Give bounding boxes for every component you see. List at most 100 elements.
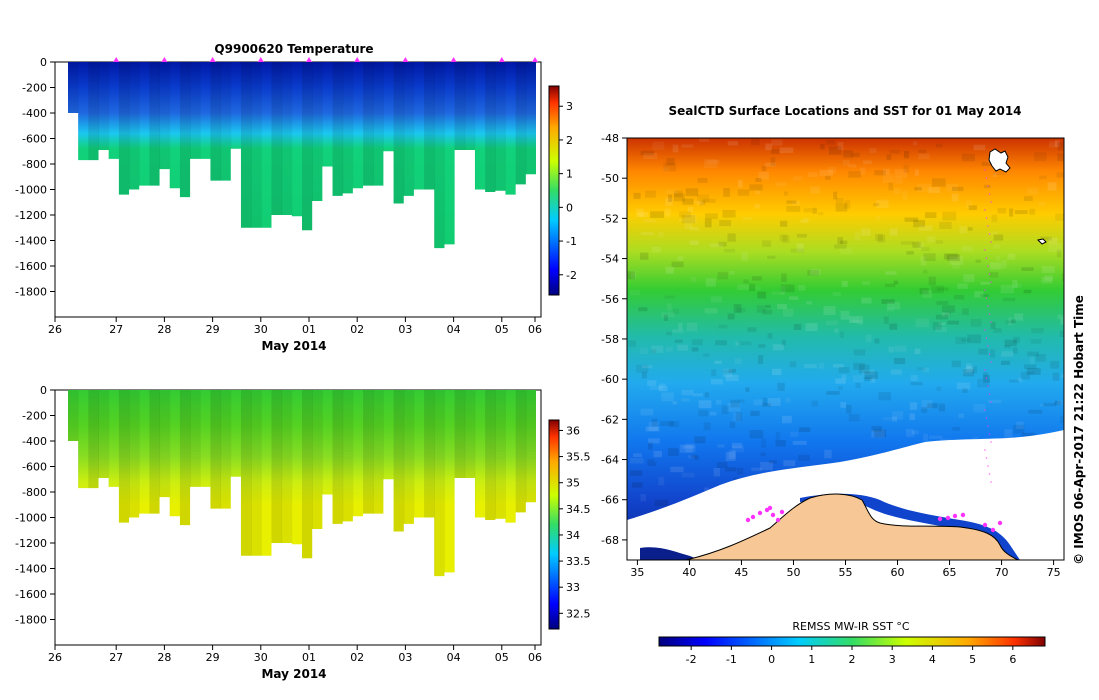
profile-column (312, 62, 323, 249)
sst-texture (755, 177, 762, 182)
sst-texture (824, 175, 831, 180)
sst-texture (755, 190, 761, 195)
x-tick-label: 27 (109, 651, 123, 664)
x-tick-label: 02 (350, 651, 364, 664)
profile-column (271, 390, 283, 577)
sst-texture (902, 190, 908, 200)
sst-texture (997, 208, 1006, 214)
sst-texture (1035, 354, 1046, 362)
sst-texture (861, 297, 872, 304)
sst-texture (762, 309, 773, 315)
sst-texture (1014, 210, 1028, 215)
sst-texture (718, 324, 728, 329)
sst-texture (727, 313, 735, 320)
profile-column (159, 62, 171, 249)
sst-texture (709, 411, 717, 416)
sst-texture (881, 299, 895, 304)
sst-texture (728, 450, 736, 459)
profile-marker (532, 57, 538, 62)
sst-texture (842, 159, 850, 166)
sst-texture (749, 429, 764, 439)
sst-texture (859, 167, 866, 175)
sst-texture (965, 200, 972, 209)
sst-texture (961, 153, 976, 162)
sst-texture (1001, 351, 1014, 357)
sst-texture (963, 367, 974, 375)
colorbar-tick-label: 2 (566, 134, 573, 147)
sst-texture (667, 303, 672, 311)
sst-texture (841, 280, 848, 287)
seal-track-point (988, 393, 991, 395)
y-tick-label: -1000 (15, 184, 47, 197)
sst-texture (635, 208, 644, 218)
antarctica-land (685, 493, 1019, 560)
sst-texture (989, 262, 1002, 270)
map-y-tick-label: -60 (601, 373, 619, 386)
x-tick-label: 29 (206, 323, 220, 336)
seal-track-point (985, 257, 988, 259)
sst-texture (710, 378, 723, 385)
sst-texture (1013, 424, 1025, 434)
sst-texture (978, 348, 988, 355)
sst-texture (861, 281, 870, 286)
sst-texture (860, 228, 871, 236)
sst-texture (900, 241, 914, 245)
sst-texture (935, 326, 947, 332)
x-tick-label: 29 (206, 651, 220, 664)
colorbar-tick-label: 3 (566, 100, 573, 113)
sst-texture (913, 219, 926, 228)
y-tick-label: -1800 (15, 614, 47, 627)
sst-texture (967, 334, 981, 344)
sst-texture (1054, 400, 1062, 406)
profile-column (495, 62, 506, 249)
sst-texture (968, 205, 977, 211)
sst-texture (811, 400, 819, 407)
sst-texture (923, 433, 929, 442)
sst-texture (995, 255, 1001, 261)
sst-texture (834, 244, 847, 249)
sst-texture (658, 477, 665, 486)
sst-texture (665, 197, 673, 207)
sst-texture (693, 393, 703, 397)
sst-texture (648, 421, 658, 431)
x-tick-label: 04 (447, 651, 461, 664)
sst-texture (790, 248, 805, 253)
sst-texture (672, 144, 679, 153)
sst-texture (661, 312, 675, 318)
sst-texture (882, 174, 894, 183)
sst-texture (793, 176, 803, 181)
seal-track-point (987, 465, 989, 467)
sst-texture (838, 367, 850, 374)
sst-texture (775, 431, 780, 441)
sst-texture (652, 141, 665, 151)
sst-texture (1054, 140, 1060, 147)
sst-texture (638, 212, 648, 217)
seal-track-point (987, 345, 989, 347)
sst-texture (864, 371, 878, 380)
sst-texture (914, 169, 919, 176)
x-tick-label: 06 (528, 651, 542, 664)
sst-texture (796, 243, 804, 252)
sst-texture (732, 412, 741, 422)
profile-column (373, 62, 384, 249)
sst-texture (725, 374, 739, 382)
sst-texture (716, 462, 728, 469)
y-tick-label: -1200 (15, 209, 47, 222)
sst-texture (1021, 267, 1034, 271)
sst-texture (750, 410, 760, 416)
sst-texture (674, 339, 683, 343)
sst-texture (870, 377, 876, 383)
map-y-tick-label: -68 (601, 534, 619, 547)
sst-texture (770, 149, 780, 154)
y-tick-label: -600 (22, 461, 47, 474)
sst-texture (983, 374, 991, 383)
sst-texture (947, 320, 960, 325)
sst-texture (883, 416, 893, 421)
sst-texture (989, 349, 996, 358)
profile-column (240, 62, 252, 249)
sst-texture (877, 234, 886, 243)
sst-texture (992, 172, 997, 178)
seal-position (767, 505, 773, 511)
y-tick-label: -1400 (15, 563, 47, 576)
sst-texture (786, 200, 797, 204)
